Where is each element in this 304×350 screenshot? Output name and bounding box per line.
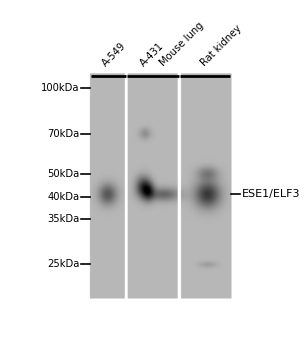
Text: 100kDa: 100kDa <box>41 83 79 93</box>
Text: 35kDa: 35kDa <box>47 214 79 224</box>
Text: Mouse lung: Mouse lung <box>158 20 206 68</box>
Text: 40kDa: 40kDa <box>47 192 79 202</box>
Text: Rat kidney: Rat kidney <box>199 23 244 68</box>
Text: ESE1/ELF3: ESE1/ELF3 <box>242 189 300 199</box>
Text: A-549: A-549 <box>100 40 128 68</box>
Text: 50kDa: 50kDa <box>47 169 79 179</box>
Text: 25kDa: 25kDa <box>47 259 79 270</box>
Text: A-431: A-431 <box>138 41 166 68</box>
Text: 70kDa: 70kDa <box>47 129 79 139</box>
